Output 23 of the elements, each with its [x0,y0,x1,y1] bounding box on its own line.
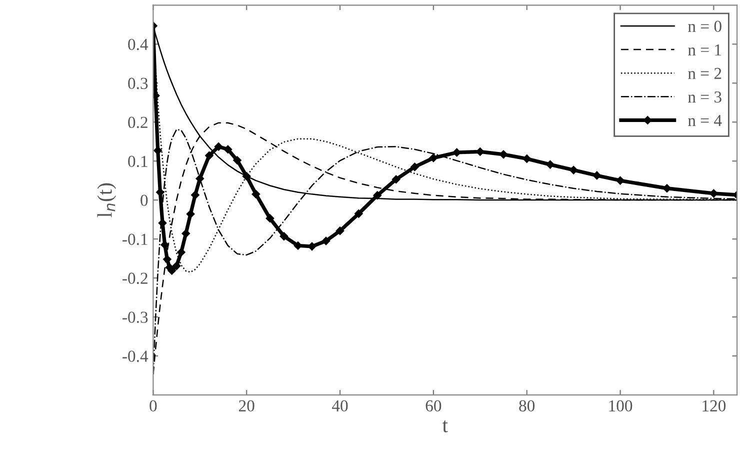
x-tick-label: 60 [426,400,442,412]
x-tick-label: 80 [519,400,535,412]
legend-label: n = 3 [688,91,722,103]
y-tick-label: 0.2 [128,116,148,128]
y-axis-title: l$_{n}$(t) [97,183,116,218]
y-tick-label: -0.3 [122,312,148,323]
legend-label: n = 2 [688,68,722,79]
x-tick-label: 40 [332,400,348,412]
legend-label: n = 1 [688,44,722,56]
x-axis-title: t [442,420,448,432]
legend-label: n = 4 [688,115,722,126]
x-tick-label: 100 [609,400,632,412]
y-tick-label: -0.4 [122,350,148,362]
x-tick-label: 20 [238,400,254,412]
y-tick-label: 0.4 [128,38,148,50]
y-tick-label: 0 [140,194,148,206]
y-tick-label: 0.3 [128,78,148,90]
y-tick-label: 0.1 [128,156,148,168]
x-tick-label: 0 [150,400,157,412]
y-tick-label: -0.2 [122,272,148,284]
y-tick-label: -0.1 [122,234,148,246]
x-tick-label: 120 [702,400,726,412]
legend-label: n = 0 [688,20,722,32]
